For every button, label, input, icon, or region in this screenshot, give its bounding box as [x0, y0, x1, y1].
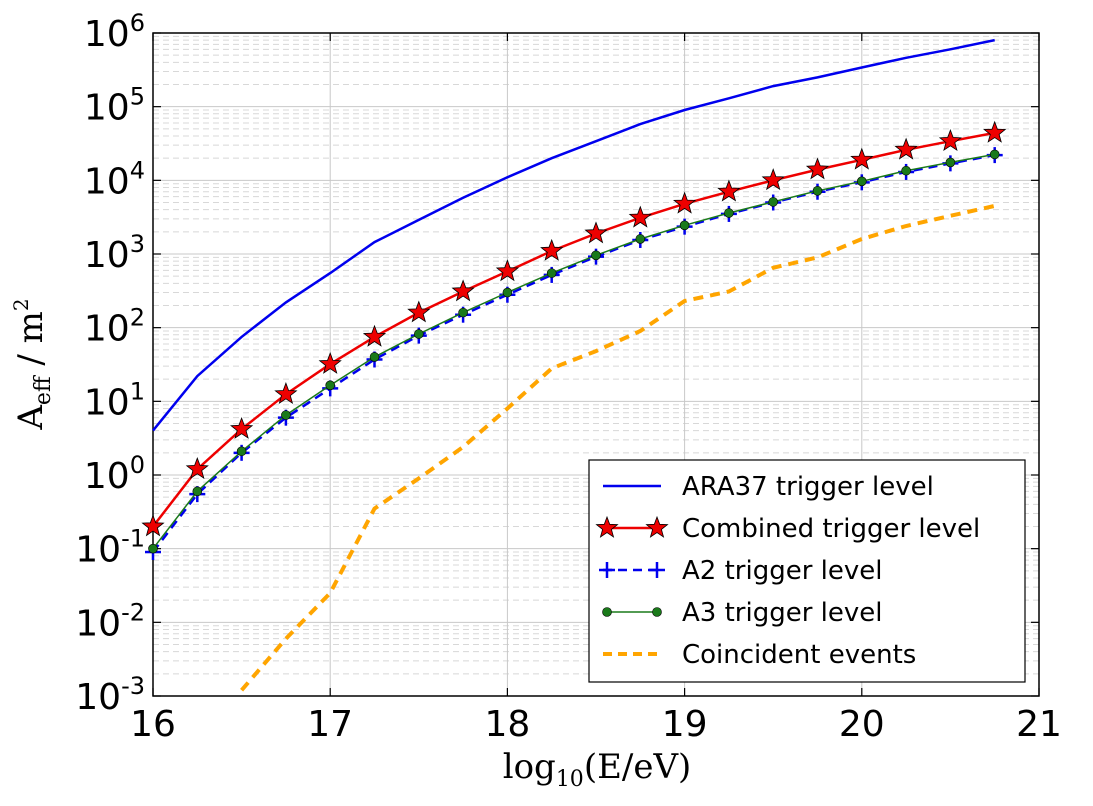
- data-point-plus: [649, 562, 665, 578]
- y-tick-label: 101: [84, 377, 145, 423]
- data-point-dot: [945, 157, 956, 168]
- data-point-star: [672, 191, 697, 214]
- y-tick-label: 103: [84, 230, 145, 276]
- data-point-dot: [856, 176, 867, 187]
- x-tick-label: 19: [662, 704, 708, 745]
- y-tick-labels: 10-3 10-2 10-1 100 101 102 103 104 105 106: [75, 9, 145, 718]
- data-point-dot: [635, 234, 646, 244]
- x-tick-labels: 16 17 18 19 20 21: [130, 704, 1062, 745]
- y-tick-label: 104: [84, 156, 145, 202]
- data-point-dot: [236, 446, 247, 457]
- plot-frame: [152, 32, 1040, 697]
- legend-label: ARA37 trigger level: [682, 472, 934, 502]
- y-axis-label: Aeff / m2: [9, 298, 56, 430]
- x-tick-label: 16: [130, 704, 176, 745]
- data-point-star: [628, 205, 652, 228]
- y-tick-label: 10-3: [75, 672, 145, 718]
- series-line: [152, 131, 995, 528]
- data-point-dot: [458, 307, 468, 318]
- data-point-star: [362, 324, 387, 347]
- x-tick-label: 20: [839, 704, 885, 745]
- series-3: [148, 149, 1000, 554]
- data-point-star: [584, 221, 608, 244]
- legend-label: A3 trigger level: [682, 598, 882, 628]
- data-point-dot: [812, 186, 823, 196]
- data-point-dot: [369, 352, 380, 362]
- data-point-star: [230, 416, 254, 439]
- data-point-star: [850, 147, 874, 170]
- data-point-dot: [148, 543, 158, 554]
- data-point-star: [717, 179, 741, 202]
- data-point-dot: [591, 250, 601, 261]
- data-point-star: [645, 515, 669, 538]
- data-point-star: [805, 157, 830, 180]
- data-point-dot: [768, 197, 779, 207]
- data-point-star: [141, 514, 165, 537]
- data-point-star: [407, 300, 431, 323]
- series-line: [152, 38, 995, 432]
- data-point-dot: [192, 486, 203, 497]
- data-point-dot: [652, 607, 662, 617]
- data-point-star: [938, 129, 962, 152]
- series-line: [152, 153, 995, 550]
- data-point-plus: [599, 562, 615, 578]
- data-point-dot: [325, 380, 336, 391]
- series-1: [141, 120, 1007, 537]
- series-line: [240, 203, 996, 692]
- y-tick-label: 100: [84, 451, 145, 497]
- data-point-star: [495, 259, 519, 282]
- x-axis-label: log10(E/eV): [503, 747, 692, 792]
- data-point-star: [983, 120, 1007, 143]
- y-tick-label: 106: [84, 9, 145, 55]
- y-tick-label: 10-1: [75, 525, 145, 571]
- legend-label: Combined trigger level: [682, 514, 980, 544]
- data-point-star: [894, 137, 918, 160]
- data-point-dot: [546, 268, 557, 278]
- data-point-dot: [724, 208, 734, 218]
- data-point-dot: [502, 287, 513, 298]
- series-line: [152, 153, 995, 553]
- data-point-dot: [901, 165, 911, 176]
- y-tick-label: 105: [84, 83, 145, 129]
- data-point-star: [274, 382, 298, 405]
- legend-label: A2 trigger level: [682, 556, 882, 586]
- series-0: [152, 38, 995, 432]
- series-group: [141, 38, 1007, 692]
- data-point-star: [318, 351, 342, 374]
- data-point-star: [185, 457, 209, 480]
- y-tick-label: 10-2: [75, 598, 145, 644]
- legend: ARA37 trigger level Combined trigger leve…: [588, 459, 1026, 683]
- data-point-dot: [679, 220, 690, 231]
- data-point-star: [540, 238, 564, 261]
- y-tick-label: 102: [84, 304, 145, 350]
- x-tick-label: 18: [484, 704, 530, 745]
- data-point-dot: [602, 607, 612, 617]
- data-point-star: [451, 279, 475, 302]
- data-point-star: [761, 168, 785, 191]
- x-tick-label: 21: [1016, 704, 1062, 745]
- data-point-star: [595, 515, 619, 538]
- data-point-dot: [413, 329, 424, 339]
- series-4: [240, 203, 996, 692]
- x-tick-label: 17: [307, 704, 353, 745]
- legend-label: Coincident events: [682, 640, 916, 670]
- data-point-dot: [281, 410, 291, 420]
- data-point-dot: [989, 149, 1000, 160]
- plot-border: [152, 32, 1040, 697]
